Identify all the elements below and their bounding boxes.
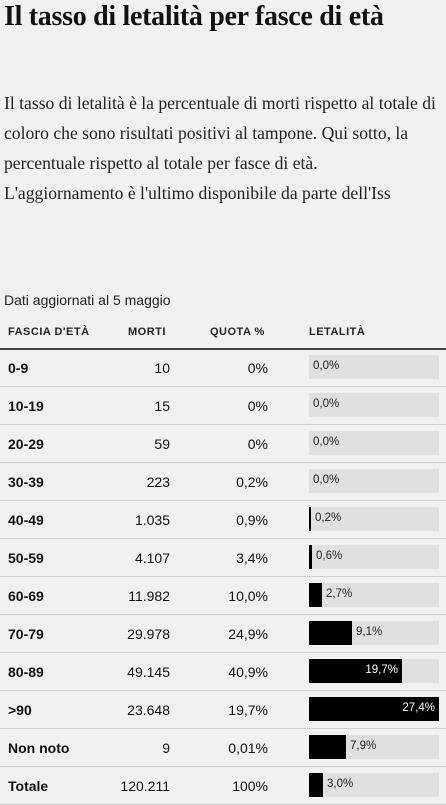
quota-value: 100%	[232, 778, 268, 794]
letalita-bar	[309, 621, 352, 645]
letalita-label: 7,9%	[350, 740, 377, 752]
quota-value: 0%	[247, 398, 268, 414]
morti-value: 49.145	[127, 664, 170, 680]
morti-value: 1.035	[134, 512, 170, 528]
table-row: Non noto 9 0,01% 7,9%	[0, 729, 446, 767]
letalita-label: 19,7%	[365, 664, 398, 676]
quota-value: 0%	[247, 360, 268, 376]
update-note: Dati aggiornati al 5 maggio	[4, 292, 171, 308]
table-row: 80-89 49.145 40,9% 19,7%	[0, 653, 446, 691]
morti-value: 120.211	[120, 778, 170, 794]
morti-value: 9	[162, 740, 170, 756]
letalita-label: 0,0%	[313, 436, 340, 448]
age-label: 50-59	[8, 550, 44, 566]
table-row: 20-29 59 0% 0,0%	[0, 425, 446, 463]
age-label: 10-19	[8, 398, 44, 414]
letalita-track: 0,6%	[309, 545, 439, 569]
morti-value: 223	[146, 474, 170, 490]
quota-value: 24,9%	[228, 626, 268, 642]
quota-value: 19,7%	[228, 702, 268, 718]
quota-value: 0,01%	[228, 740, 268, 756]
table-row: >90 23.648 19,7% 27,4%	[0, 691, 446, 729]
letalita-label: 0,0%	[313, 474, 340, 486]
morti-value: 59	[154, 436, 170, 452]
intro-text: Il tasso di letalità è la percentuale di…	[4, 93, 436, 203]
letalita-bar	[309, 507, 311, 531]
morti-value: 29.978	[127, 626, 170, 642]
letalita-track: 19,7%	[309, 659, 439, 683]
age-label: 40-49	[8, 512, 44, 528]
letalita-track: 0,2%	[309, 507, 439, 531]
letalita-label: 3,0%	[327, 778, 354, 790]
letalita-track: 0,0%	[309, 431, 439, 455]
morti-value: 10	[154, 360, 170, 376]
age-label: 60-69	[8, 588, 44, 604]
age-label: Totale	[8, 778, 49, 794]
morti-value: 15	[154, 398, 170, 414]
table-row: 30-39 223 0,2% 0,0%	[0, 463, 446, 501]
letalita-track: 7,9%	[309, 735, 439, 759]
age-label: >90	[8, 702, 32, 718]
age-label: 20-29	[8, 436, 44, 452]
table-row: 70-79 29.978 24,9% 9,1%	[0, 615, 446, 653]
letalita-label: 2,7%	[326, 588, 353, 600]
morti-value: 23.648	[127, 702, 170, 718]
letalita-bar	[309, 545, 312, 569]
morti-value: 11.982	[128, 588, 170, 604]
letalita-label: 27,4%	[402, 702, 435, 714]
age-label: 0-9	[8, 360, 29, 376]
table-row: Totale 120.211 100% 3,0%	[0, 767, 446, 805]
morti-value: 4.107	[134, 550, 170, 566]
table-row: 50-59 4.107 3,4% 0,6%	[0, 539, 446, 577]
age-label: 30-39	[8, 474, 44, 490]
quota-value: 0,9%	[236, 512, 268, 528]
table-row: 10-19 15 0% 0,0%	[0, 387, 446, 425]
letalita-track: 27,4%	[309, 697, 439, 721]
letalita-label: 0,2%	[315, 512, 342, 524]
quota-value: 10,0%	[228, 588, 268, 604]
chart-title: Il tasso di letalità per fasce di età	[4, 1, 384, 32]
quota-value: 0,2%	[236, 474, 268, 490]
header-morti: MORTI	[128, 326, 166, 338]
table-row: 60-69 11.982 10,0% 2,7%	[0, 577, 446, 615]
quota-value: 0%	[247, 436, 268, 452]
letalita-track: 3,0%	[309, 773, 439, 797]
letalita-label: 0,6%	[316, 550, 343, 562]
header-age: FASCIA D'ETÀ	[8, 326, 90, 338]
letalita-label: 0,0%	[313, 398, 340, 410]
age-label: 70-79	[8, 626, 44, 642]
table-row: 40-49 1.035 0,9% 0,2%	[0, 501, 446, 539]
letalita-track: 2,7%	[309, 583, 439, 607]
letalita-label: 9,1%	[356, 626, 383, 638]
quota-value: 3,4%	[236, 550, 268, 566]
letalita-bar	[309, 735, 346, 759]
letalita-bar	[309, 773, 323, 797]
letalita-track: 0,0%	[309, 469, 439, 493]
letalita-track: 0,0%	[309, 355, 439, 379]
letalita-track: 0,0%	[309, 393, 439, 417]
letalita-track: 9,1%	[309, 621, 439, 645]
age-label: Non noto	[8, 740, 70, 756]
table-row: 0-9 10 0% 0,0%	[0, 349, 446, 387]
age-label: 80-89	[8, 664, 44, 680]
table-header: FASCIA D'ETÀ MORTI QUOTA % LETALITÀ	[0, 322, 446, 350]
header-letalita: LETALITÀ	[309, 326, 366, 338]
letalita-bar	[309, 583, 322, 607]
letalita-bar	[309, 697, 439, 721]
letalita-label: 0,0%	[313, 360, 340, 372]
letalita-bar	[309, 659, 402, 683]
quota-value: 40,9%	[228, 664, 268, 680]
table-body: 0-9 10 0% 0,0% 10-19 15 0% 0,0% 20-29 59 0% 0,0% 30-…	[0, 349, 446, 805]
header-quota: QUOTA %	[210, 326, 265, 338]
